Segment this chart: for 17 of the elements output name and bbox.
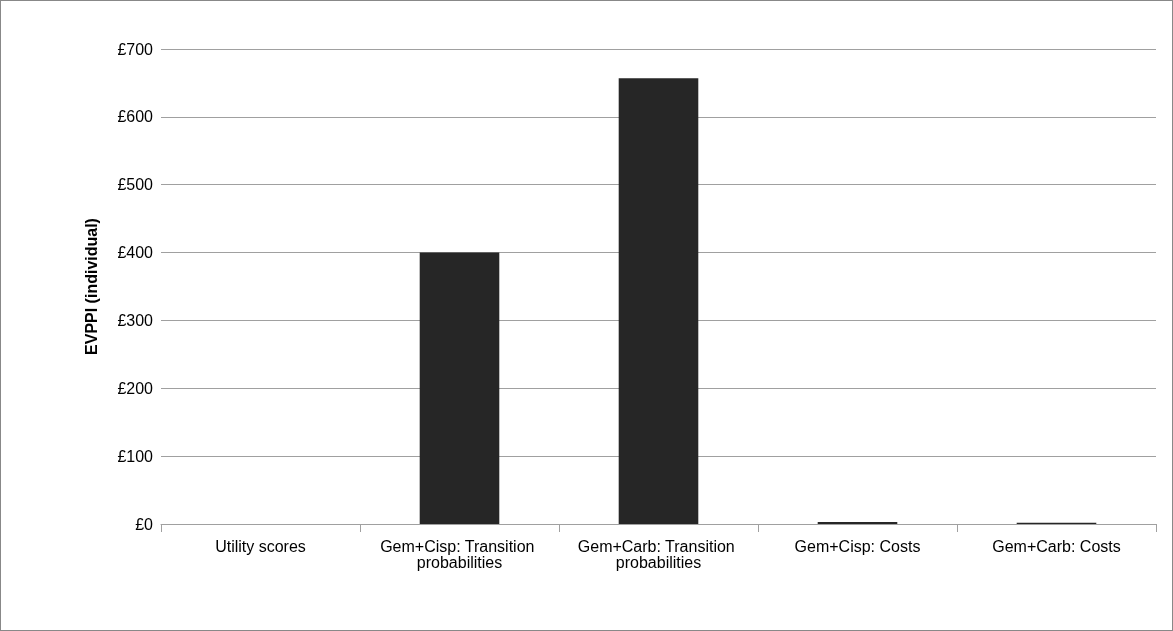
y-axis-title: EVPPI (individual) [82,218,100,355]
x-tick-label: Utility scores [215,537,306,555]
x-tick-label: Gem+Cisp: Transition probabilities [380,537,539,571]
y-tick-label: £700 [117,40,154,58]
y-tick-label: £600 [117,108,154,126]
y-tick-label: £100 [117,447,154,465]
x-tick-label: Gem+Carb: Transition probabilities [577,537,740,571]
y-tick-label: £300 [117,311,154,329]
x-tick-label: Gem+Cisp: Costs [794,537,921,555]
y-tick-label: £500 [117,176,154,194]
bar [817,521,898,524]
bar [419,252,500,524]
bar [618,78,699,524]
y-tick-label: £0 [135,515,154,533]
y-tick-label: £400 [117,244,154,262]
x-tick-label: Gem+Carb: Costs [992,537,1121,555]
y-tick-label: £200 [117,379,154,397]
